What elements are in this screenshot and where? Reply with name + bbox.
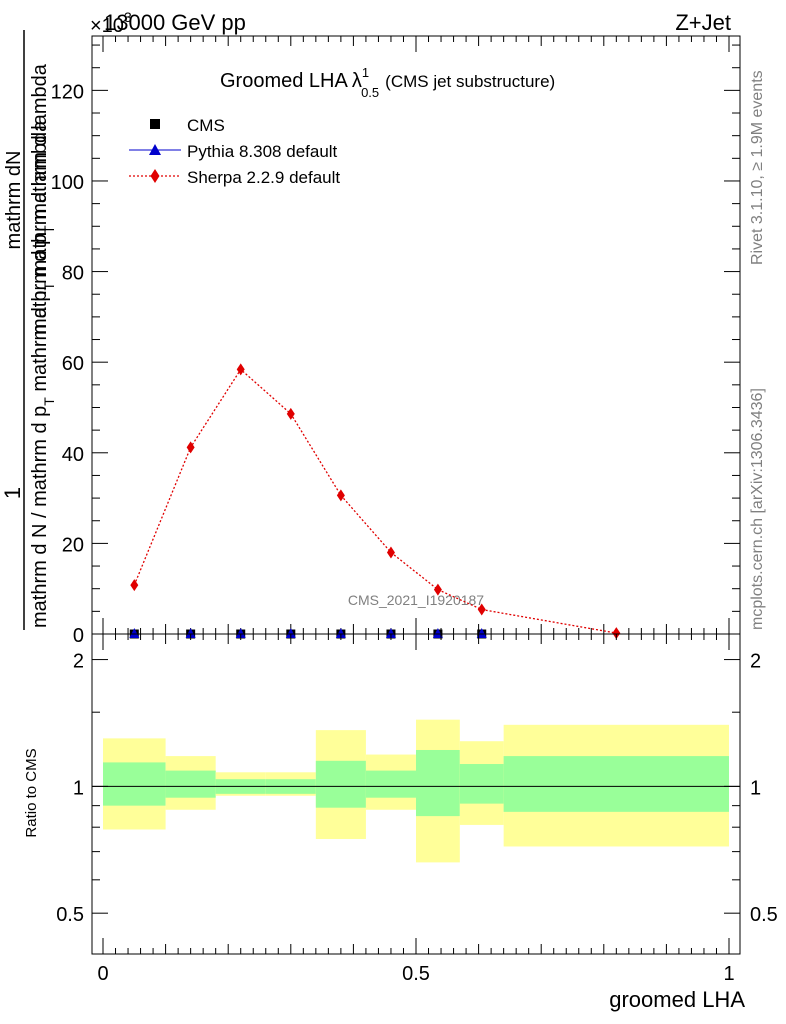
data-point-pythia: [335, 628, 346, 638]
ratio-band-green: [416, 749, 460, 817]
ratio-band-green: [165, 770, 216, 798]
ratio-y-tick-labels: 0.5 0.5 1 1 2 2: [56, 651, 778, 927]
energy-label: 13000 GeV pp: [104, 10, 246, 35]
ratio-ticks: [92, 634, 740, 954]
y-label-num-top: mathrm dN: [3, 151, 25, 250]
rivet-label: Rivet 3.1.10, ≥ 1.9M events: [749, 70, 766, 265]
ratio-y-tick-label-left: 1: [73, 777, 84, 799]
data-point-sherpa: [286, 407, 295, 420]
ratio-band-green: [459, 764, 504, 804]
y-tick-label: 20: [62, 534, 84, 556]
y-label-den-left: mathrm d N / mathrm d p: [29, 406, 51, 628]
y-tick-label: 80: [62, 263, 84, 285]
ratio-y-label: Ratio to CMS: [23, 748, 40, 837]
x-tick-label: 0: [97, 963, 108, 985]
data-point-pythia: [432, 628, 443, 638]
y-tick-label: 60: [62, 353, 84, 375]
x-tick-label: 1: [723, 963, 734, 985]
chart-title-sup: 1: [362, 65, 369, 80]
legend-label: Pythia 8.308 default: [187, 142, 338, 161]
y-label-denominator: mathrm d N / mathrm d pT mathrm d pT mat…: [29, 120, 57, 628]
y-label-num-bottom-main: mathrm d p: [29, 234, 51, 335]
ratio-band-green: [315, 760, 366, 808]
legend-marker-triangle: [149, 144, 161, 155]
y-exponent-power: 3: [124, 9, 132, 25]
y-label-num-bottom-sub: T: [41, 225, 57, 234]
x-tick-labels: 0 0.5 1: [97, 963, 734, 985]
y-label-den-right-sub: T: [41, 281, 57, 290]
ratio-y-tick-label-right: 1: [750, 777, 761, 799]
chart-title-main: Groomed LHA: [220, 70, 348, 92]
x-tick-label: 0.5: [402, 963, 430, 985]
legend-marker-diamond: [150, 169, 160, 183]
data-point-sherpa: [612, 627, 621, 640]
legend-entry: Sherpa 2.2.9 default: [129, 168, 340, 187]
legend-label: Sherpa 2.2.9 default: [187, 168, 340, 187]
chart-title-sub: 0.5: [361, 85, 379, 100]
y-label-num-bottom-tail: mathrm d lambda: [29, 63, 51, 225]
ratio-y-tick-label-right: 0.5: [750, 904, 778, 926]
analysis-id-label: CMS_2021_I1920187: [348, 592, 484, 608]
y-label-den-right: mathrm d p: [29, 290, 51, 397]
process-label: Z+Jet: [675, 10, 731, 35]
y-tick-label: 40: [62, 444, 84, 466]
y-tick-label: 100: [51, 172, 84, 194]
ratio-y-tick-label-right: 2: [750, 651, 761, 673]
data-point-sherpa: [433, 583, 442, 596]
chart-title: Groomed LHA λ1 0.5 (CMS jet substructure): [220, 65, 555, 100]
ratio-band-green: [365, 770, 416, 798]
legend-label: CMS: [187, 116, 225, 135]
data-point-pythia: [285, 628, 296, 638]
data-point-pythia: [385, 628, 396, 638]
y-label-num-bottom: mathrm d pT mathrm d lambda: [29, 63, 57, 335]
ratio-band-green: [503, 756, 729, 812]
y-tick-label: 0: [73, 625, 84, 647]
y-exponent-label: ×103: [90, 9, 132, 37]
data-point-sherpa: [336, 489, 345, 502]
data-point-pythia: [235, 628, 246, 638]
ratio-y-tick-label-left: 2: [73, 651, 84, 673]
chart-title-symbol: λ: [352, 70, 362, 92]
data-point-sherpa: [386, 546, 395, 559]
data-point-pythia: [476, 628, 487, 638]
main-y-tick-labels: 0 20 40 60 80 100 120: [51, 81, 84, 647]
legend: CMS Pythia 8.308 default Sherpa 2.2.9 defa…: [129, 116, 340, 187]
ratio-band-green: [103, 762, 166, 806]
data-point-pythia: [129, 628, 140, 638]
data-point-sherpa: [130, 579, 139, 592]
y-axis-label: 1 mathrm dN mathrm d pT mathrm d lambda …: [0, 30, 57, 630]
y-tick-label: 120: [51, 81, 84, 103]
y-label-one: 1: [0, 487, 25, 499]
legend-marker-square: [150, 119, 160, 129]
legend-entry: Pythia 8.308 default: [129, 142, 338, 161]
y-exponent-base: ×10: [90, 15, 124, 37]
data-point-pythia: [185, 628, 196, 638]
data-point-sherpa: [236, 363, 245, 376]
data-point-sherpa: [186, 441, 195, 454]
x-axis-label: groomed LHA: [609, 987, 745, 1012]
chart-subtitle: (CMS jet substructure): [385, 72, 555, 91]
mcplots-label: mcplots.cern.ch [arXiv:1306.3436]: [749, 388, 766, 630]
data-point-sherpa: [477, 603, 486, 616]
y-label-den-tail: mathrm d lambda: [29, 120, 51, 282]
ratio-bands: [103, 719, 729, 863]
y-label-den-left-sub: T: [41, 397, 57, 406]
legend-entry: CMS: [150, 116, 225, 135]
ratio-y-tick-label-left: 0.5: [56, 904, 84, 926]
